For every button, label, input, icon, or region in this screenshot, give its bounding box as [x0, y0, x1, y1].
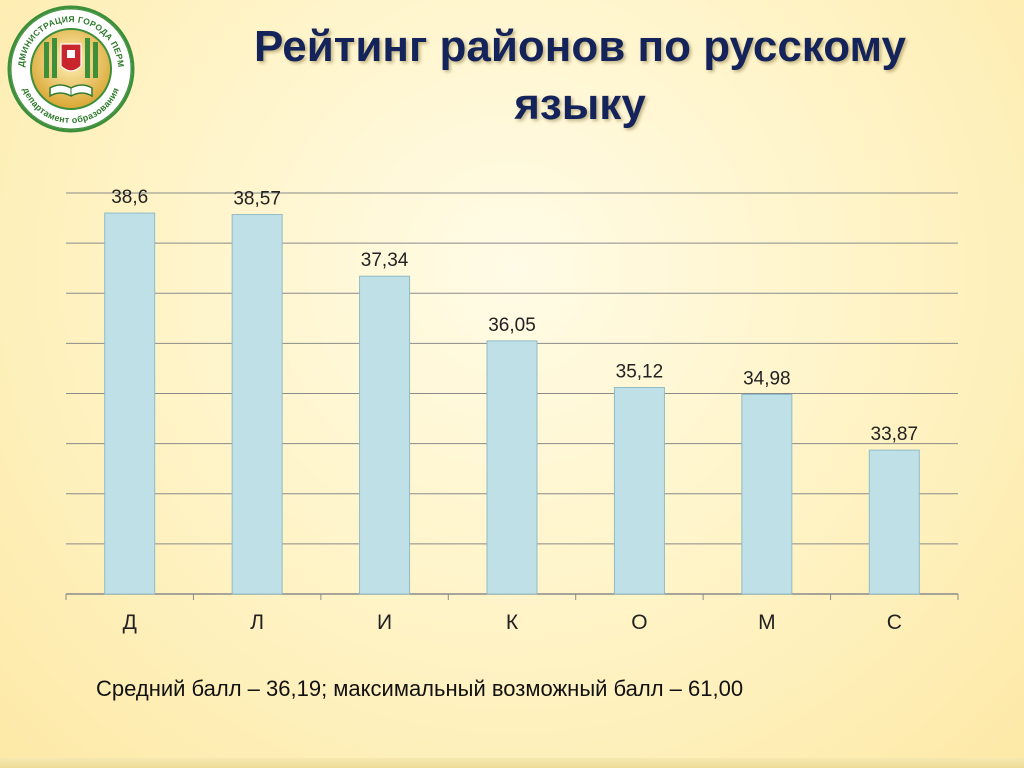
x-tick-label: О [631, 611, 647, 634]
title-line-1: Рейтинг районов по русскому [254, 22, 906, 71]
data-label: 34,98 [743, 369, 791, 390]
data-label: 38,6 [111, 187, 148, 208]
chart-caption: Средний балл – 36,19; максимальный возмо… [96, 676, 744, 701]
title-line-2: языку [514, 80, 646, 129]
footer-band [0, 758, 1024, 768]
x-tick-label: С [887, 611, 902, 634]
logo-emblem-icon: АДМИНИСТРАЦИЯ ГОРОДА ПЕРМИ департамент о… [6, 4, 135, 133]
x-tick-label: И [377, 611, 392, 634]
page-title: Рейтинг районов по русскому языку [150, 18, 1010, 134]
bar [231, 214, 283, 595]
bar [359, 275, 411, 595]
data-label: 33,87 [871, 424, 919, 445]
x-tick-label: М [758, 611, 776, 634]
bar [868, 449, 920, 595]
bar [613, 386, 665, 595]
data-label: 37,34 [361, 250, 409, 271]
x-tick-label: Л [250, 611, 264, 634]
data-label: 35,12 [616, 361, 664, 382]
data-label: 38,57 [233, 189, 281, 210]
x-tick-label: К [506, 611, 519, 634]
x-tick-label: Д [123, 611, 137, 634]
bar [741, 394, 793, 595]
bar [486, 340, 538, 595]
bar [104, 212, 156, 595]
data-label: 36,05 [488, 315, 536, 336]
